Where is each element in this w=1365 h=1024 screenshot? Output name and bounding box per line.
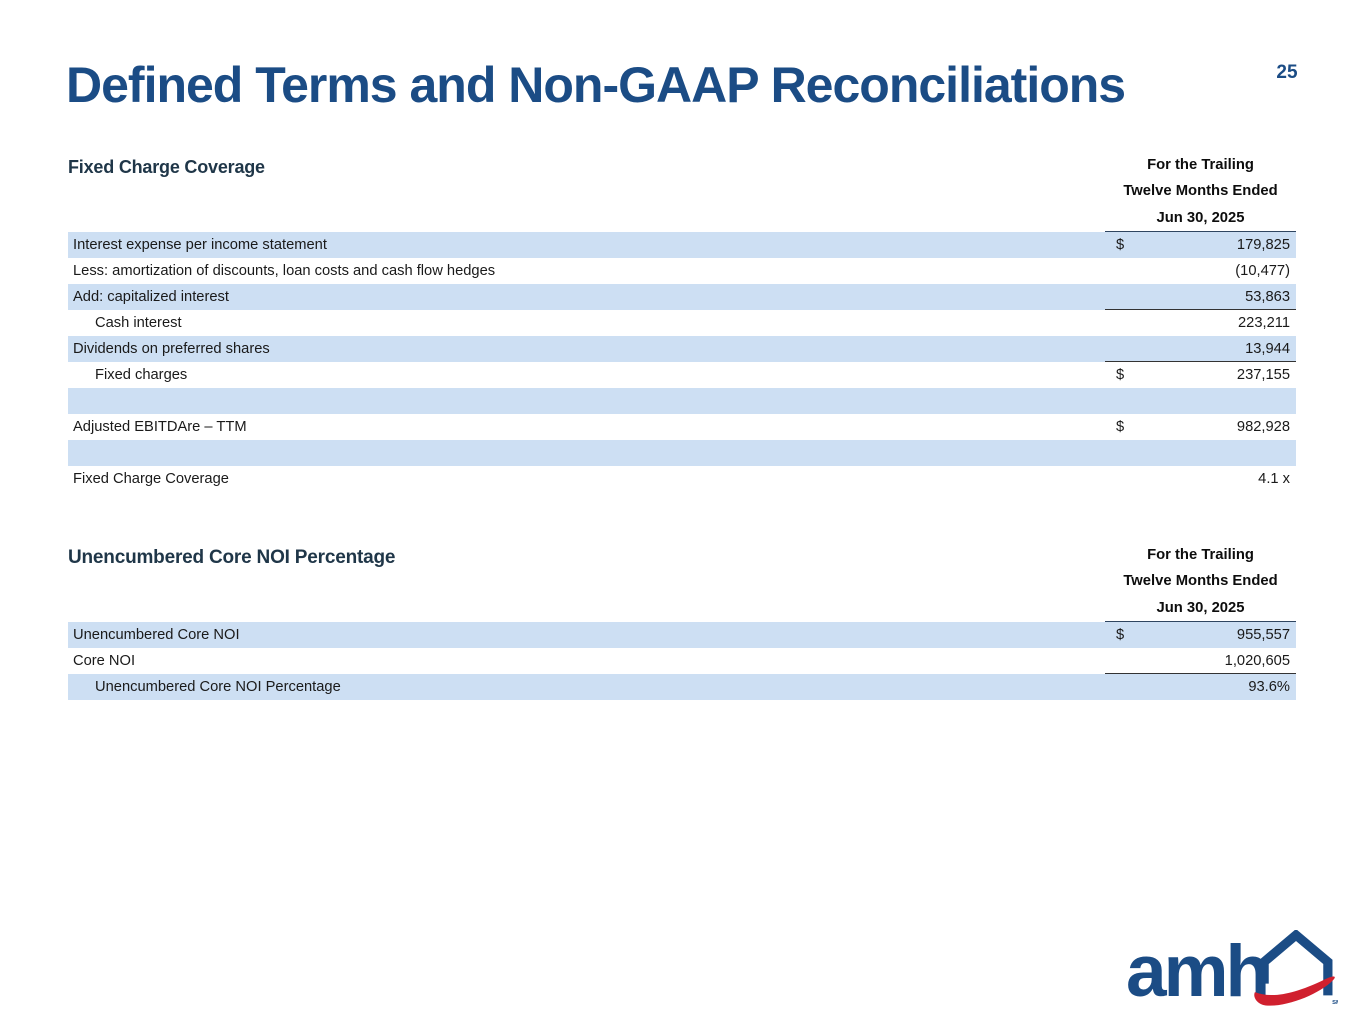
row-value-cell: 13,944 bbox=[1105, 336, 1296, 362]
row-value-cell: 4.1 x bbox=[1105, 466, 1296, 492]
row-value: 982,928 bbox=[1236, 419, 1290, 435]
row-label: Less: amortization of discounts, loan co… bbox=[73, 263, 496, 279]
row-value: 237,155 bbox=[1236, 367, 1290, 383]
table-row: Adjusted EBITDAre – TTM $982,928 bbox=[68, 414, 1296, 440]
row-value-cell: $982,928 bbox=[1105, 414, 1296, 440]
period-column-header: For the Trailing Twelve Months Ended Jun… bbox=[1105, 152, 1296, 232]
table-row bbox=[68, 440, 1296, 466]
row-label: Add: capitalized interest bbox=[73, 289, 229, 305]
period-line-1: For the Trailing bbox=[1147, 157, 1254, 173]
row-value: 4.1 x bbox=[1258, 471, 1290, 487]
row-label: Adjusted EBITDAre – TTM bbox=[73, 419, 247, 435]
period-line-2: Twelve Months Ended bbox=[1123, 183, 1278, 200]
table-row: Cash interest 223,211 bbox=[68, 310, 1296, 336]
row-value-cell: $237,155 bbox=[1105, 362, 1296, 388]
table-row bbox=[68, 388, 1296, 414]
table-row: Interest expense per income statement $17… bbox=[68, 232, 1296, 258]
currency-symbol: $ bbox=[1116, 237, 1125, 253]
period-column-header: For the Trailing Twelve Months Ended Jun… bbox=[1105, 542, 1296, 622]
row-value-cell: 93.6% bbox=[1105, 674, 1296, 700]
row-value-cell: 223,211 bbox=[1105, 310, 1296, 336]
section-title: Fixed Charge Coverage bbox=[68, 157, 265, 177]
period-line-2: Twelve Months Ended bbox=[1123, 573, 1278, 590]
currency-symbol: $ bbox=[1116, 627, 1125, 643]
row-value-cell bbox=[1105, 440, 1296, 466]
row-label: Unencumbered Core NOI Percentage bbox=[95, 679, 341, 695]
currency-symbol: $ bbox=[1116, 367, 1125, 383]
row-value: 223,211 bbox=[1237, 315, 1290, 331]
table-row: Fixed charges $237,155 bbox=[68, 362, 1296, 388]
row-label: Dividends on preferred shares bbox=[73, 341, 270, 357]
row-value-cell: 1,020,605 bbox=[1105, 648, 1296, 674]
row-value-cell: $179,825 bbox=[1105, 232, 1296, 258]
row-label: Unencumbered Core NOI bbox=[73, 627, 240, 643]
period-line-1: For the Trailing bbox=[1147, 547, 1254, 563]
section-title: Unencumbered Core NOI Percentage bbox=[68, 547, 396, 568]
table-row: Unencumbered Core NOI $955,557 bbox=[68, 622, 1296, 648]
fixed-charge-coverage-table: Fixed Charge Coverage For the Trailing T… bbox=[68, 152, 1296, 492]
row-value: 53,863 bbox=[1245, 288, 1290, 305]
table-rows: Unencumbered Core NOI $955,557 Core NOI 1,0… bbox=[68, 622, 1296, 700]
table-row: Add: capitalized interest 53,863 bbox=[68, 284, 1296, 310]
table-row: Core NOI 1,020,605 bbox=[68, 648, 1296, 674]
table-header: Unencumbered Core NOI Percentage For the… bbox=[68, 542, 1296, 622]
table-row: Less: amortization of discounts, loan co… bbox=[68, 258, 1296, 284]
currency-symbol: $ bbox=[1116, 419, 1125, 435]
page-number: 25 bbox=[1276, 62, 1298, 83]
row-label: Core NOI bbox=[73, 653, 136, 669]
row-value: 1,020,605 bbox=[1224, 652, 1290, 669]
table-row: Fixed Charge Coverage 4.1 x bbox=[68, 466, 1296, 492]
period-line-3: Jun 30, 2025 bbox=[1156, 599, 1245, 616]
table-rows: Interest expense per income statement $17… bbox=[68, 232, 1296, 492]
row-value: 955,557 bbox=[1236, 627, 1290, 643]
table-row: Unencumbered Core NOI Percentage 93.6% bbox=[68, 674, 1296, 700]
row-value-cell: 53,863 bbox=[1105, 284, 1296, 310]
row-label bbox=[68, 388, 1105, 414]
row-label: Fixed Charge Coverage bbox=[73, 471, 229, 487]
amh-logo-text: amh bbox=[1126, 930, 1270, 1012]
row-value: (10,477) bbox=[1235, 263, 1290, 279]
amh-house-icon: SM bbox=[1254, 930, 1338, 1006]
period-line-3: Jun 30, 2025 bbox=[1156, 209, 1245, 226]
row-value: 13,944 bbox=[1245, 340, 1290, 357]
row-value: 93.6% bbox=[1248, 679, 1290, 695]
row-value-cell: $955,557 bbox=[1105, 622, 1296, 648]
row-label bbox=[68, 440, 1105, 466]
row-value-cell: (10,477) bbox=[1105, 258, 1296, 284]
row-value-cell bbox=[1105, 388, 1296, 414]
page-title: Defined Terms and Non-GAAP Reconciliatio… bbox=[66, 57, 1126, 113]
row-label: Interest expense per income statement bbox=[73, 237, 327, 253]
table-header: Fixed Charge Coverage For the Trailing T… bbox=[68, 152, 1296, 232]
unencumbered-core-noi-table: Unencumbered Core NOI Percentage For the… bbox=[68, 542, 1296, 700]
row-value: 179,825 bbox=[1236, 237, 1290, 253]
service-mark: SM bbox=[1332, 1000, 1338, 1006]
row-label: Cash interest bbox=[95, 315, 182, 331]
amh-logo: amh SM bbox=[1126, 928, 1338, 1008]
table-row: Dividends on preferred shares 13,944 bbox=[68, 336, 1296, 362]
row-label: Fixed charges bbox=[95, 367, 188, 383]
